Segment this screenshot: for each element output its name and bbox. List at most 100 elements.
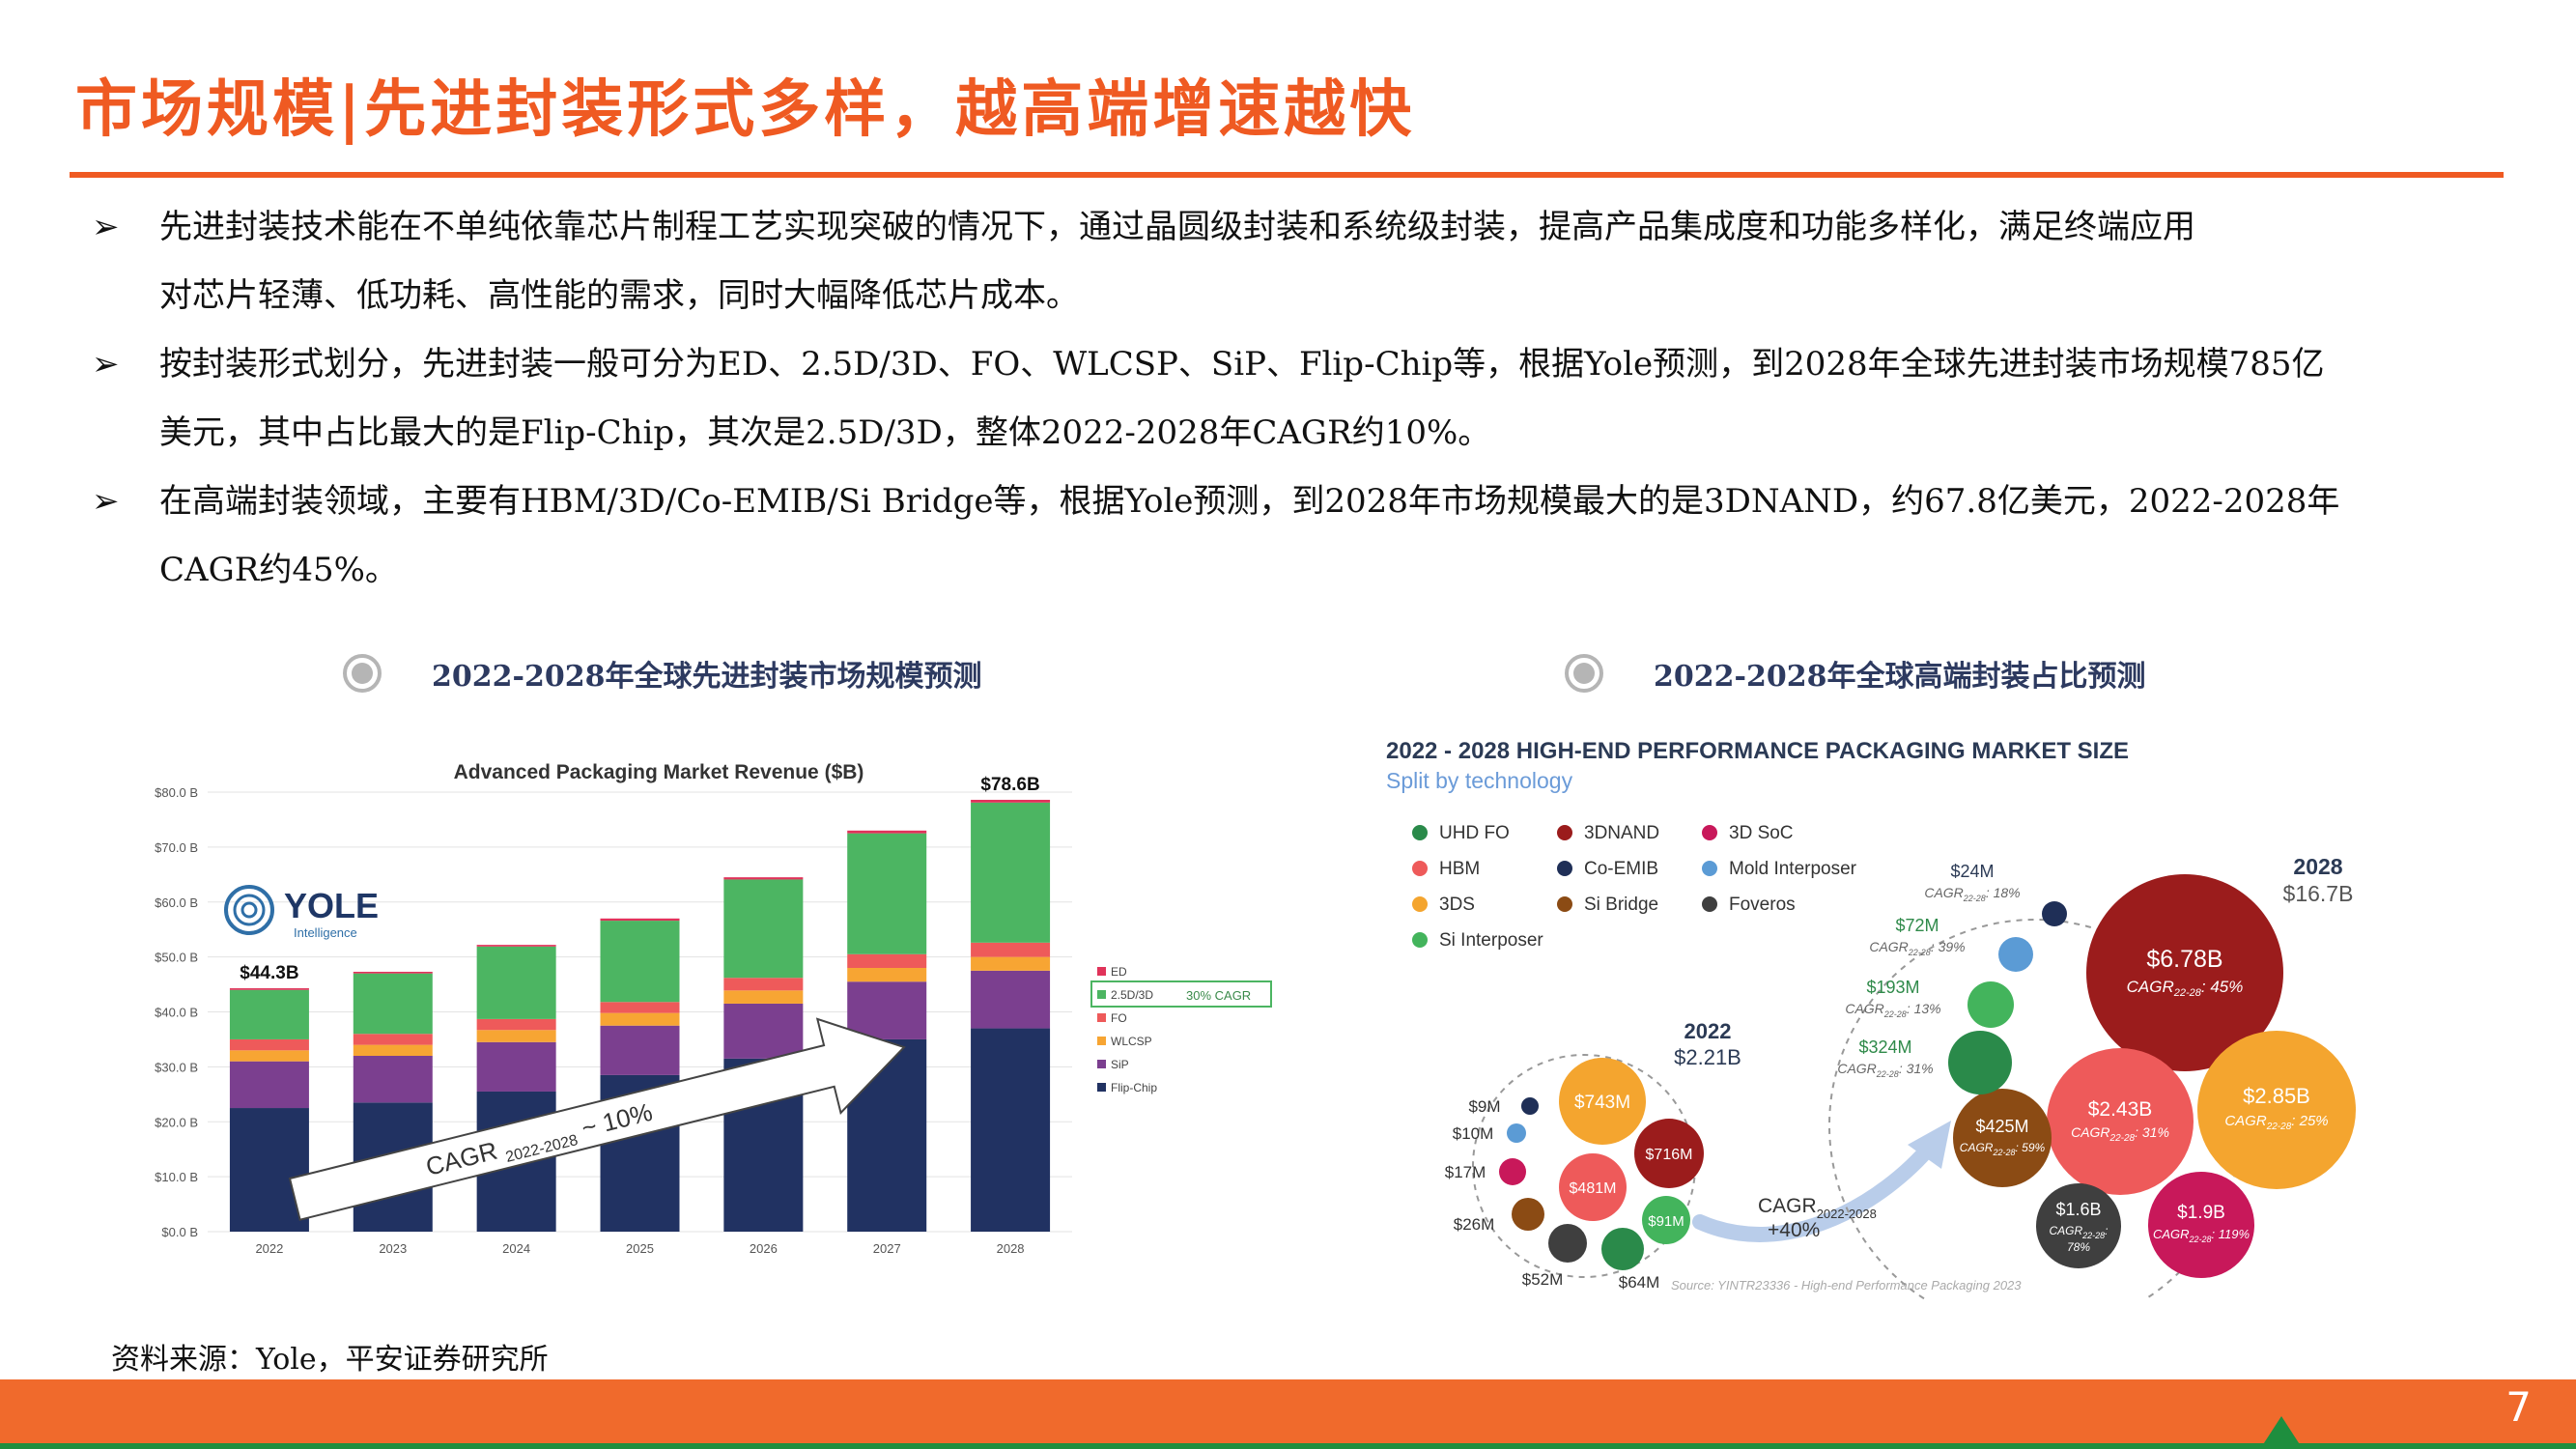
legend-label: 3D SoC xyxy=(1729,823,1794,843)
bubble-2028-si-bridge: $425M CAGR22-28: 59% xyxy=(1953,1089,2052,1187)
bar-segment xyxy=(476,1018,556,1031)
bubble-value: $743M xyxy=(1574,1093,1630,1113)
legend-label: Foveros xyxy=(1729,895,1796,915)
legend-dot xyxy=(1702,825,1717,840)
bubble-label: $24M xyxy=(1950,862,1994,881)
bubble-2028-uhd-fo: $193M CAGR22-28: 13% xyxy=(1845,978,2014,1028)
bullet-arrow-icon: ➢ xyxy=(92,345,120,384)
bubble-2022-uhd-fo: $64M xyxy=(1601,1228,1659,1292)
bubble-2022-si-bridge: $26M xyxy=(1454,1198,1544,1234)
legend-label: SiP xyxy=(1111,1058,1129,1071)
bar-segment xyxy=(600,1012,680,1026)
legend-label: WLCSP xyxy=(1111,1035,1152,1048)
bar-segment xyxy=(476,1041,556,1092)
source-note: 资料来源：Yole，平安证券研究所 xyxy=(111,1343,549,1377)
cagr-value: +40% xyxy=(1768,1219,1820,1241)
y-tick-label: $50.0 B xyxy=(155,951,198,965)
bubble-value: $2.43B xyxy=(2088,1098,2153,1121)
year-label-2022: 2022 xyxy=(1684,1019,1732,1043)
bar-segment xyxy=(971,942,1051,957)
caption-bullet-icon xyxy=(343,654,382,693)
bubble-2028-3ds: $2.85B CAGR22-28: 25% xyxy=(2197,1031,2356,1189)
bubble-label-cagr: CAGR22-28: 39% xyxy=(1869,939,1965,957)
legend-label: Co-EMIB xyxy=(1584,859,1658,879)
legend-label: 3DS xyxy=(1439,895,1475,915)
bar-segment xyxy=(600,918,680,922)
bar-segment xyxy=(847,830,927,834)
bubble-2028-foveros: $1.6B CAGR22-28: 78% xyxy=(2036,1183,2121,1268)
bullet-item: ➢ 先进封装技术能在不单纯依靠芯片制程工艺实现突破的情况下，通过晶圆级封装和系统… xyxy=(92,193,2487,330)
bar-segment xyxy=(847,833,927,954)
bar-segment xyxy=(476,946,556,1019)
bubble-value: $1.6B xyxy=(2055,1200,2101,1219)
legend-highlight-box xyxy=(1090,980,1272,1008)
bubble-chart-title: 2022 - 2028 HIGH-END PERFORMANCE PACKAGI… xyxy=(1386,738,2129,764)
bullet-line: 在高端封装领域，主要有HBM/3D/Co-EMIB/Si Bridge等，根据Y… xyxy=(159,482,2340,521)
legend-dot xyxy=(1412,932,1428,948)
bubble-2028-3dnand: $6.78B CAGR22-28: 45% xyxy=(2086,874,2283,1071)
bubble-value: $91M xyxy=(1648,1213,1684,1230)
legend-label: FO xyxy=(1111,1011,1127,1025)
bullet-line: 对芯片轻薄、低功耗、高性能的需求，同时大幅降低芯片成本。 xyxy=(159,276,1079,315)
x-tick-label: 2028 xyxy=(997,1241,1025,1256)
y-tick-label: $30.0 B xyxy=(155,1060,198,1074)
bar-segment xyxy=(847,981,927,1039)
bar-segment xyxy=(971,956,1051,971)
bubble-label: $9M xyxy=(1468,1097,1500,1116)
bubble-label: $64M xyxy=(1619,1273,1660,1292)
bullet-arrow-icon: ➢ xyxy=(92,208,120,246)
bubble-source: Source: YINTR23336 - High-end Performanc… xyxy=(1671,1278,2022,1293)
caption-left-text: 2022-2028年全球先进封装市场规模预测 xyxy=(432,660,982,694)
bubble-2022-si-interposer: $91M xyxy=(1642,1196,1690,1244)
bar-segment xyxy=(600,1025,680,1075)
yole-logo-sub: Intelligence xyxy=(294,925,357,940)
bubble-cagr: CAGR22-28: xyxy=(2049,1224,2108,1240)
bubble-label: $10M xyxy=(1453,1124,1494,1143)
bar-segment xyxy=(229,1038,309,1051)
x-tick-label: 2025 xyxy=(626,1241,654,1256)
bar-segment xyxy=(353,1044,433,1056)
legend-dot xyxy=(1702,896,1717,912)
bubble-2022-co-emib: $9M xyxy=(1468,1097,1539,1116)
cagr-label: CAGR2022-2028 xyxy=(1758,1195,1877,1221)
bar-segment xyxy=(723,877,804,880)
bar-segment xyxy=(476,1030,556,1042)
advanced-packaging-bar-chart: Advanced Packaging Market Revenue ($B) $… xyxy=(135,744,1294,1285)
bubble-2028-3d-soc: $1.9B CAGR22-28: 119% xyxy=(2148,1172,2254,1278)
bullet-arrow-icon: ➢ xyxy=(92,482,120,521)
y-tick-label: $20.0 B xyxy=(155,1115,198,1129)
x-tick-label: 2023 xyxy=(379,1241,407,1256)
bullet-item: ➢ 按封装形式划分，先进封装一般可分为ED、2.5D/3D、FO、WLCSP、S… xyxy=(92,330,2487,468)
bubble-cagr: CAGR22-28: 45% xyxy=(2127,978,2244,999)
y-tick-label: $40.0 B xyxy=(155,1006,198,1020)
bubble-2022-foveros: $52M xyxy=(1522,1224,1587,1289)
bubble-label-cagr: CAGR22-28: 31% xyxy=(1837,1061,1933,1079)
bullet-line: 先进封装技术能在不单纯依靠芯片制程工艺实现突破的情况下，通过晶圆级封装和系统级封… xyxy=(159,208,2195,246)
bar-segment xyxy=(476,945,556,947)
legend-swatch xyxy=(1097,990,1106,999)
bubble-label: $193M xyxy=(1866,978,1919,997)
total-label-2028: $16.7B xyxy=(2283,881,2354,906)
title-underline xyxy=(70,172,2504,178)
bubble-2028-hbm: $2.43B CAGR22-28: 31% xyxy=(2047,1048,2194,1195)
x-tick-label: 2027 xyxy=(873,1241,901,1256)
legend-swatch xyxy=(1097,1083,1106,1092)
bubble-2022-3dnand: $716M xyxy=(1634,1119,1704,1188)
legend-swatch xyxy=(1097,1037,1106,1045)
yole-logo: YOLE Intelligence xyxy=(224,885,379,940)
bar-segment xyxy=(229,1061,309,1109)
bubble-cagr: CAGR22-28: 31% xyxy=(2071,1124,2169,1144)
bar-segment xyxy=(723,990,804,1004)
bar-segment xyxy=(971,970,1051,1029)
caption-right-text: 2022-2028年全球高端封装占比预测 xyxy=(1654,660,2146,694)
bubble-label: $26M xyxy=(1454,1215,1495,1234)
total-label-2028: $78.6B xyxy=(980,775,1039,795)
legend-label: 3DNAND xyxy=(1584,823,1659,843)
bar-segment xyxy=(723,1003,804,1059)
bubble-cagr: CAGR22-28: 25% xyxy=(2224,1113,2328,1132)
y-tick-label: $0.0 B xyxy=(161,1225,198,1239)
bubble-label: $52M xyxy=(1522,1270,1564,1289)
bullet-line: 美元，其中占比最大的是Flip-Chip，其次是2.5D/3D，整体2022-2… xyxy=(159,413,1491,452)
legend-label: Si Interposer xyxy=(1439,930,1543,951)
high-end-packaging-bubble-chart: 2022 - 2028 HIGH-END PERFORMANCE PACKAGI… xyxy=(1381,720,2376,1299)
